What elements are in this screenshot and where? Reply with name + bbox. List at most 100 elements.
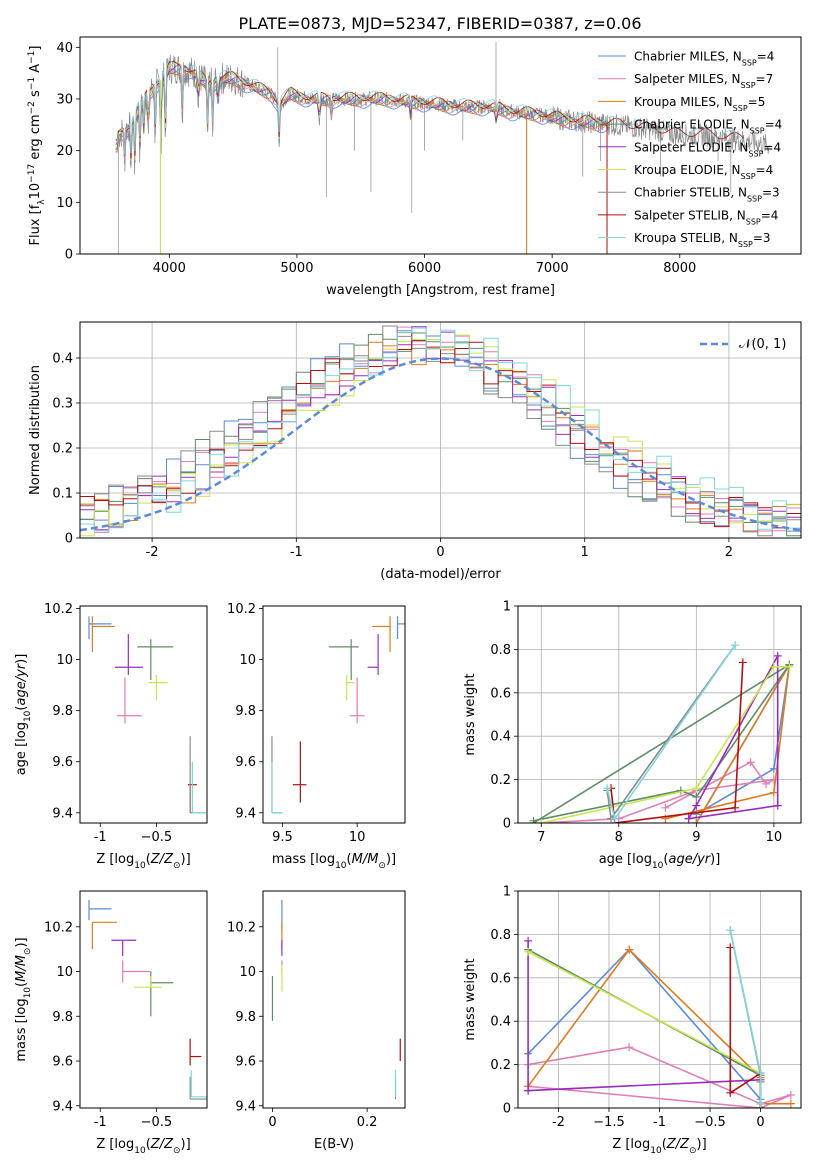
legend-label-text: Kroupa MILES, N: [634, 95, 733, 109]
weight-point: [756, 1099, 765, 1108]
legend-label: Kroupa MILES, NSSP=5: [634, 95, 765, 113]
weight-point: [746, 758, 755, 767]
weight-point: [726, 943, 735, 952]
x-tick-label: -1: [653, 1115, 666, 1130]
weight-line: [729, 929, 762, 1104]
y-tick-label: 0.4: [490, 1015, 511, 1030]
label-part: A: [28, 64, 43, 77]
legend-label-text: Salpeter MILES, N: [634, 72, 741, 86]
y-tick-label: 0.4: [490, 730, 511, 745]
x-axis-label: (data-model)/error: [380, 567, 501, 582]
legend-label-sub: SSP: [741, 172, 756, 181]
weight-line: [729, 929, 762, 1104]
label-part: 10: [652, 861, 664, 871]
weight-point: [692, 792, 701, 801]
legend-label-suffix: =4: [756, 163, 774, 177]
y-tick-label: 30: [56, 93, 73, 108]
weight-point: [773, 651, 782, 660]
model-spectrum: [115, 68, 610, 162]
weight-point: [786, 1099, 795, 1108]
y-tick-label: 0.2: [52, 442, 73, 457]
label-part: (: [663, 852, 668, 867]
label-part: (: [146, 852, 151, 867]
label-part: −2: [27, 101, 37, 114]
label-part: mass [log: [14, 998, 29, 1061]
y-tick-label: 1: [503, 885, 511, 900]
y-tick-label: 9.4: [52, 1099, 73, 1114]
label-part: 10: [28, 183, 43, 200]
plot-area: [88, 899, 207, 1100]
legend-label-sub: SSP: [750, 126, 765, 135]
x-axis-label: Z [log10(Z/Z⊙)]: [612, 1137, 706, 1156]
label-part: Z/Z: [150, 1137, 174, 1152]
weight-point: [625, 1043, 634, 1052]
legend-label-suffix: =3: [753, 231, 771, 245]
legend-label-sub: SSP: [746, 217, 761, 226]
weight-point: [786, 1090, 795, 1099]
legend-label: Kroupa STELIB, NSSP=3: [634, 231, 771, 249]
y-axis-label: age [log10(age/yr)]: [14, 654, 33, 776]
x-tick-label: 10: [766, 830, 783, 845]
x-tick-label: 1: [581, 545, 589, 560]
x-tick-label: 0: [436, 545, 444, 560]
label-part: age [log: [14, 722, 29, 775]
label-part: )]: [181, 1137, 191, 1152]
legend-label-text: Kroupa ELODIE, N: [634, 163, 741, 177]
label-part: ⊙: [173, 861, 181, 871]
y-tick-label: 9.6: [52, 755, 73, 770]
weight-line: [541, 665, 790, 823]
weight-point: [529, 819, 538, 823]
y-tick-label: 0: [503, 817, 511, 832]
label-part: (: [347, 852, 352, 867]
y-tick-label: 0.6: [490, 971, 511, 986]
model-spectrum: [115, 63, 610, 163]
weight-point: [769, 662, 778, 671]
panel-7: 0 0.2 9.4 9.6 9.8 10 10.2 E(B-V): [227, 890, 406, 1152]
weight-point: [762, 779, 771, 788]
legend-label-sub: SSP: [748, 149, 763, 158]
plot-area: [271, 616, 405, 814]
x-tick-label: 0.2: [357, 1115, 378, 1130]
label-part: 10: [134, 1146, 146, 1156]
x-tick-label: 6000: [408, 261, 441, 276]
label-part: s: [28, 90, 43, 101]
x-tick-label: 4000: [153, 261, 186, 276]
y-tick-label: 10: [56, 196, 73, 211]
axes-frame: [79, 36, 802, 255]
y-tick-label: 9.8: [235, 704, 256, 719]
legend-label-suffix: =4: [763, 140, 781, 154]
weight-point: [684, 814, 693, 823]
label-part: −17: [27, 164, 37, 183]
legend-label-sub: SSP: [747, 194, 762, 203]
legend-label-suffix: =4: [765, 118, 783, 132]
model-spectrum: [115, 59, 744, 155]
axes-frame: [262, 890, 406, 1109]
label-part: ⊙: [173, 1146, 181, 1156]
label-part: )]: [697, 1137, 707, 1152]
y-tick-label: 0: [503, 1102, 511, 1117]
panel-8: -2 −1.5 -1 −0.5 0 0 0.2 0.4 0.6 0.8 1 Z [log10(Z/Z⊙…: [463, 885, 802, 1156]
weight-point: [769, 788, 778, 797]
legend-label-text: Chabrier MILES, N: [634, 50, 742, 64]
legend-label-sub: SSP: [733, 103, 748, 112]
y-tick-label: 9.6: [235, 755, 256, 770]
label-part: (: [662, 1137, 667, 1152]
legend-label-text: Chabrier STELIB, N: [634, 186, 747, 200]
x-tick-label: 8000: [663, 261, 696, 276]
x-tick-label: 0: [268, 1115, 276, 1130]
weight-point: [731, 803, 740, 812]
weight-line: [527, 948, 762, 1108]
x-tick-label: 7: [537, 830, 545, 845]
y-tick-label: 0.8: [490, 928, 511, 943]
label-part: erg cm: [28, 114, 43, 163]
axes-frame: [517, 605, 802, 824]
y-axis-label: Normed distribution: [28, 365, 43, 495]
y-tick-label: 9.4: [235, 1099, 256, 1114]
weight-point: [524, 936, 533, 945]
x-tick-label: 2: [725, 545, 733, 560]
legend-label: Chabrier STELIB, NSSP=3: [634, 186, 780, 204]
y-tick-label: 1: [503, 600, 511, 615]
